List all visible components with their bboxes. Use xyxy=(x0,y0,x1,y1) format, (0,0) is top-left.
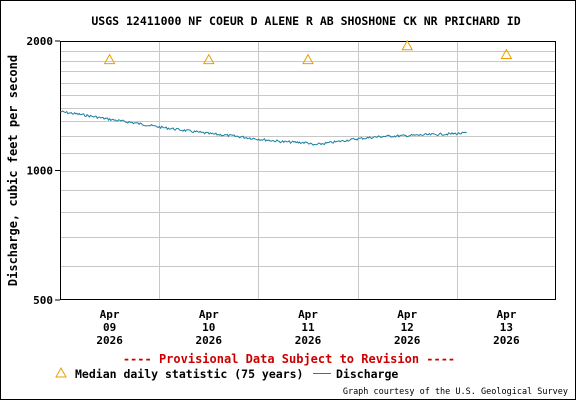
median-triangle-marker xyxy=(302,53,314,65)
median-triangle-marker xyxy=(202,53,215,65)
discharge-line xyxy=(59,110,467,146)
x-tick-label: 2026 xyxy=(394,334,421,347)
x-tick-label: 2026 xyxy=(493,334,520,347)
y-tick-label: 1000 xyxy=(27,165,54,178)
median-triangle-marker xyxy=(103,53,116,65)
x-tick-label: 09 xyxy=(103,321,116,334)
provisional-note: ---- Provisional Data Subject to Revisio… xyxy=(123,352,455,366)
x-tick-label: 13 xyxy=(500,321,513,334)
y-tick-label: 2000 xyxy=(27,35,54,48)
legend-triangle-icon xyxy=(55,366,67,378)
plot-border xyxy=(60,41,556,300)
chart-title: USGS 12411000 NF COEUR D ALENE R AB SHOS… xyxy=(91,14,520,28)
y-axis-label: Discharge, cubic feet per second xyxy=(6,55,20,286)
median-triangle-marker xyxy=(500,48,513,60)
x-tick-label: Apr xyxy=(100,308,120,321)
x-tick-label: 2026 xyxy=(196,334,223,347)
x-tick-label: 10 xyxy=(202,321,215,334)
x-tick-label: 11 xyxy=(301,321,315,334)
median-triangle-marker xyxy=(401,39,414,51)
credit-text: Graph courtesy of the U.S. Geological Su… xyxy=(343,387,568,397)
x-tick-label: 2026 xyxy=(96,334,123,347)
x-tick-label: Apr xyxy=(496,308,516,321)
y-tick-label: 500 xyxy=(33,294,53,307)
legend-label-discharge: Discharge xyxy=(336,367,398,381)
x-tick-label: Apr xyxy=(298,308,318,321)
x-tick-label: Apr xyxy=(199,308,219,321)
x-tick-label: 2026 xyxy=(295,334,322,347)
legend-label-median: Median daily statistic (75 years) xyxy=(75,367,303,381)
x-tick-label: Apr xyxy=(397,308,417,321)
plot-area xyxy=(60,41,556,300)
x-tick-label: 12 xyxy=(401,321,414,334)
